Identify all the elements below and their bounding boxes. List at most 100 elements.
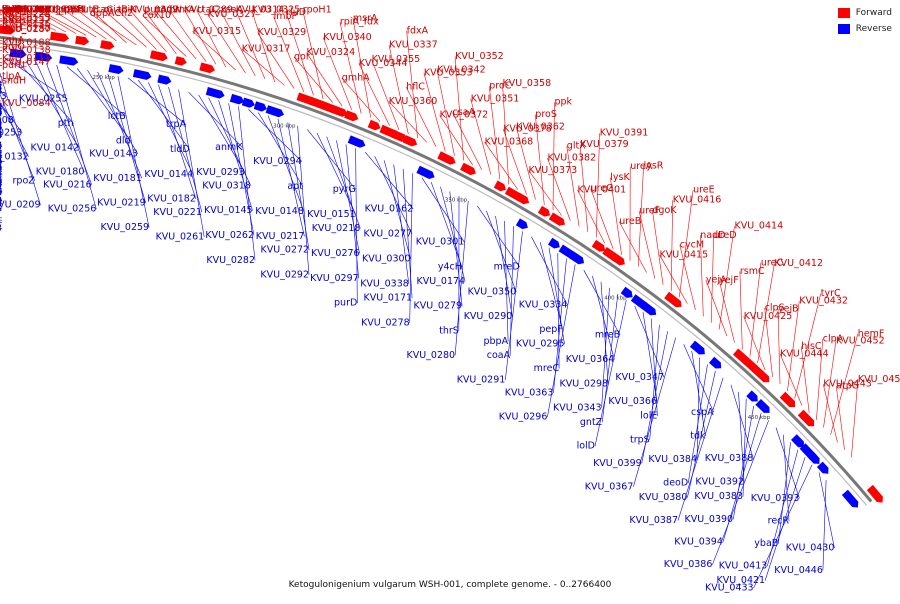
reverse-feature	[157, 75, 171, 85]
reverse-gene-label: KVU_0131	[0, 186, 2, 197]
reverse-gene-label: trpA	[166, 119, 187, 130]
reverse-gene-label: pbpA	[484, 336, 509, 347]
reverse-feature	[108, 64, 123, 74]
reverse-gene-label: cspA	[691, 407, 714, 418]
forward-gene-label: KVU_0362	[516, 122, 565, 133]
reverse-leader-line	[219, 100, 253, 210]
reverse-feature	[254, 101, 267, 111]
forward-gene-label: KVU_0329	[258, 27, 307, 38]
reverse-gene-label: KVU_0256	[48, 204, 97, 215]
forward-gene-label: KVU_0317	[242, 43, 291, 54]
forward-gene-label: KVU_0324	[307, 47, 356, 58]
reverse-leader-line	[98, 72, 142, 178]
reverse-feature	[709, 357, 721, 369]
reverse-gene-label: KVU_0430	[786, 543, 835, 554]
reverse-feature	[242, 98, 255, 108]
reverse-gene-label: KVU_0338	[360, 279, 409, 290]
forward-gene-label: KVU_0138	[2, 45, 51, 56]
reverse-feature	[746, 390, 757, 401]
legend-label-reverse: Reverse	[856, 24, 892, 34]
reverse-gene-label: KVU_0144	[144, 169, 193, 180]
forward-gene-label: fdxA	[407, 25, 429, 36]
forward-gene-label: KVU_0414	[735, 221, 784, 232]
forward-gene-label: proS	[535, 109, 557, 120]
reverse-feature	[548, 238, 560, 249]
reverse-leader-line	[819, 473, 834, 549]
reverse-gene-label: KVU_0383	[694, 491, 743, 502]
reverse-gene-label: acpS	[0, 103, 2, 114]
forward-feature	[460, 163, 476, 175]
reverse-gene-label: anmK	[215, 142, 243, 153]
forward-gene-label: ureE	[693, 185, 715, 196]
forward-feature	[538, 206, 550, 217]
reverse-gene-label: KVU_0148	[255, 206, 304, 217]
forward-gene-label: dgoK	[652, 205, 677, 216]
forward-gene-label: KVU_0379	[580, 139, 629, 150]
forward-gene-label: tlpA	[2, 71, 21, 82]
reverse-gene-label: recR	[768, 516, 790, 527]
map-title: Ketogulonigenium vulgarum WSH-001, compl…	[0, 580, 900, 590]
forward-gene-label: msrA	[353, 13, 378, 24]
reverse-gene-label: KVU_0259	[100, 222, 149, 233]
reverse-leader-line	[422, 178, 464, 242]
reverse-gene-label: pyrG	[333, 184, 356, 195]
forward-gene-label: lysK	[610, 172, 630, 183]
legend-item-reverse: Reverse	[838, 24, 892, 34]
reverse-gene-label: mreD	[494, 262, 520, 273]
forward-feature	[344, 110, 358, 121]
reverse-gene-label: KVU_0171	[363, 293, 412, 304]
forward-feature	[592, 240, 606, 252]
forward-leader-line	[591, 189, 614, 249]
reverse-gene-label: KVU_0209	[0, 200, 41, 211]
forward-feature	[150, 50, 168, 61]
reverse-gene-label: gntZ	[580, 417, 603, 428]
forward-leader-line	[719, 280, 735, 342]
reverse-gene-label: purD	[334, 298, 357, 309]
reverse-leader-line	[248, 109, 301, 161]
reverse-gene-label: KVU_0174	[416, 276, 465, 287]
reverse-gene-label: KVU_0261	[156, 232, 205, 243]
forward-leader-line	[619, 222, 646, 273]
forward-leader-line	[706, 280, 727, 336]
reverse-gene-label: KVU_0145	[204, 205, 253, 216]
reverse-gene-label: KVU_0292	[260, 270, 309, 281]
reverse-gene-label: dld	[116, 135, 131, 146]
reverse-gene-label: KVU_0367	[585, 481, 634, 492]
reverse-gene-label: lolD	[577, 441, 595, 452]
reverse-gene-label: KVU_0350	[468, 287, 517, 298]
forward-gene-label: KVU_0352	[455, 51, 504, 62]
reverse-gene-label: KVU_0132	[0, 151, 29, 162]
legend: Forward Reverse	[838, 8, 892, 40]
forward-swatch	[838, 8, 850, 18]
reverse-leader-line	[450, 192, 462, 307]
forward-gene-label: KVU_0373	[529, 165, 578, 176]
reverse-gene-label: KVU_0208	[0, 115, 14, 126]
reverse-gene-label: KVU_0272	[260, 245, 309, 256]
forward-gene-label: KVU_0315	[193, 26, 242, 37]
reverse-gene-label: y4cH	[438, 262, 462, 273]
reverse-swatch	[838, 24, 850, 34]
reverse-gene-label: tdk	[690, 431, 706, 442]
reverse-leader-line	[739, 392, 745, 482]
reverse-gene-label: KVU_0255	[19, 94, 68, 105]
reverse-leader-line	[128, 78, 186, 125]
reverse-gene-label: KVU_0294	[253, 156, 302, 167]
forward-gene-label: ureD	[714, 230, 737, 241]
reverse-gene-label: KVU_0392	[695, 476, 744, 487]
forward-gene-label: KVU_0358	[503, 78, 552, 89]
reverse-gene-label: KVU_0394	[674, 537, 723, 548]
forward-gene-label: lysR	[644, 160, 664, 171]
reverse-gene-label: coaA	[487, 350, 511, 361]
reverse-gene-label: wcaG	[0, 163, 2, 174]
forward-gene-label: KVU_0415	[660, 249, 709, 260]
reverse-gene-label: KVU_0301	[416, 237, 465, 248]
forward-feature	[50, 32, 69, 42]
reverse-leader-line	[278, 119, 304, 236]
reverse-gene-label: pth	[58, 118, 74, 129]
reverse-gene-label: lolE	[640, 411, 657, 422]
reverse-gene-label: KVU_0318	[202, 180, 251, 191]
forward-gene-label: hemF	[858, 329, 885, 340]
forward-feature	[75, 36, 89, 45]
forward-gene-label: KVU_0355	[372, 54, 421, 65]
